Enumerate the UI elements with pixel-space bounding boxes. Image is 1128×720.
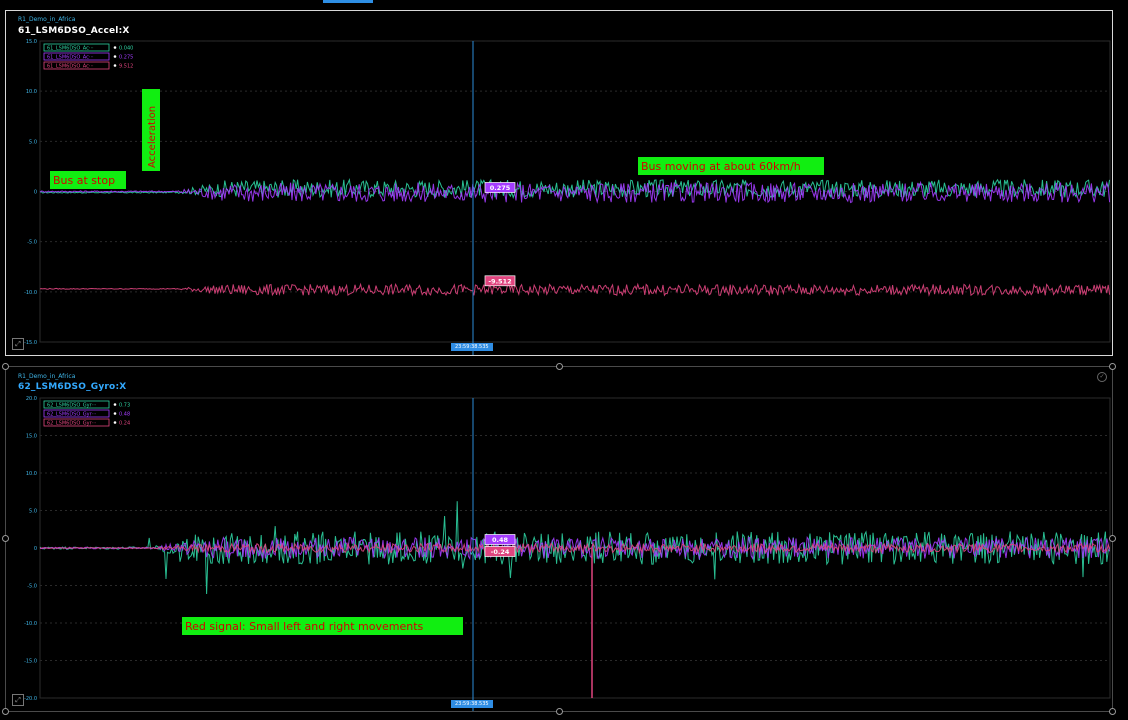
accel-panel-title: 61_LSM6DSO_Accel:X: [18, 26, 130, 36]
check-circle-icon[interactable]: ✓: [1097, 372, 1107, 382]
resize-handle[interactable]: [2, 363, 9, 370]
cursor-value-label: -9.512: [488, 277, 511, 285]
series-line: [39, 282, 1111, 297]
resize-handle[interactable]: [1109, 708, 1116, 715]
resize-handle[interactable]: [2, 535, 9, 542]
y-tick-label: 10.0: [26, 89, 37, 95]
legend-item-label: 62_LSM6DSO_Gyr···: [47, 403, 97, 409]
legend-item-label: 62_LSM6DSO_Gyr···: [47, 421, 97, 427]
series-line: [39, 180, 1111, 204]
y-tick-label: -10.0: [24, 621, 37, 627]
accel-chart[interactable]: 15.0 10.0 5.0 0 -5.0 -10.0 -15.0 61_LSM6DSO_Ac·…: [6, 11, 1112, 355]
series-line: [39, 177, 1111, 200]
y-tick-label: -5.0: [27, 584, 37, 590]
annotation-box: [182, 617, 463, 635]
legend-item-box: [43, 400, 110, 409]
legend-item-value: 0.48: [119, 412, 130, 418]
y-tick-label: 15.0: [26, 434, 37, 440]
y-tick-label: -5.0: [27, 240, 37, 246]
legend-dot: [113, 64, 117, 67]
y-tick-label: -15.0: [24, 659, 37, 665]
gyro-panel-title: 62_LSM6DSO_Gyro:X: [18, 382, 127, 392]
active-tab-indicator[interactable]: [323, 0, 373, 3]
cursor-value-tag: [484, 275, 516, 287]
y-tick-label: -15.0: [24, 340, 37, 346]
annotation-box: [50, 171, 126, 189]
resize-handle[interactable]: [556, 363, 563, 370]
cursor-value-label: -0.24: [491, 548, 510, 556]
legend-item-box: [43, 43, 110, 52]
legend-item-value: 0.040: [119, 46, 133, 52]
legend-dot: [113, 421, 117, 424]
expand-icon[interactable]: ⤢: [12, 694, 24, 706]
y-tick-label: 0: [34, 190, 37, 196]
legend-item-value: 0.73: [119, 403, 130, 409]
annotation-label: Acceleration: [147, 106, 158, 168]
y-tick-label: 20.0: [26, 396, 37, 402]
y-tick-label: -20.0: [24, 696, 37, 702]
legend-item-label: 62_LSM6DSO_Gyr···: [47, 412, 97, 418]
cursor-value-tag: [484, 182, 516, 193]
gyro-panel: R1_Demo_in_Africa 62_LSM6DSO_Gyro:X 20.0…: [5, 366, 1113, 712]
gyro-chart[interactable]: 20.0 15.0 10.0 5.0 0 -5.0 -10.0 -15.0 -20.0 62_LS…: [6, 367, 1112, 711]
y-tick-label: 0: [34, 546, 37, 552]
resize-handle[interactable]: [1109, 363, 1116, 370]
y-tick-label: 5.0: [29, 139, 37, 145]
legend-dot: [113, 412, 117, 415]
legend-dot: [113, 46, 117, 49]
annotation-box: [638, 157, 824, 175]
legend-item-label: 61_LSM6DSO_Ac···: [47, 55, 94, 61]
legend-item-value: 9.512: [119, 64, 133, 70]
resize-handle[interactable]: [2, 708, 9, 715]
legend-item-box: [43, 418, 110, 427]
legend-dot: [113, 403, 117, 406]
accel-time-tag: 23:59:38.535: [451, 343, 493, 351]
y-tick-label: 5.0: [29, 509, 37, 515]
cursor-value-label: 0.48: [492, 536, 509, 544]
gyro-time-tag: 23:59:38.535: [451, 700, 493, 708]
legend-item-label: 61_LSM6DSO_Ac···: [47, 64, 94, 70]
accel-panel-subtitle: R1_Demo_in_Africa: [18, 16, 76, 23]
legend-item-label: 61_LSM6DSO_Ac···: [47, 46, 94, 52]
y-tick-label: 10.0: [26, 471, 37, 477]
annotation-box: [142, 89, 160, 171]
resize-handle[interactable]: [556, 708, 563, 715]
y-tick-label: 15.0: [26, 39, 37, 45]
annotation-label: Bus at stop: [53, 174, 115, 187]
legend-item-value: 0.275: [119, 55, 133, 61]
cursor-value-label: 0.275: [490, 184, 511, 192]
legend-item-box: [43, 61, 110, 70]
series-line: [39, 536, 1111, 561]
resize-handle[interactable]: [1109, 535, 1116, 542]
legend-dot: [113, 55, 117, 58]
expand-icon[interactable]: ⤢: [12, 338, 24, 350]
legend-item-box: [43, 409, 110, 418]
annotation-label: Red signal: Small left and right movemen…: [185, 620, 424, 633]
series-line: [39, 541, 1111, 555]
accel-panel: R1_Demo_in_Africa 61_LSM6DSO_Accel:X 15.…: [5, 10, 1113, 356]
legend-item-value: 0.24: [119, 421, 130, 427]
cursor-value-tag: [484, 546, 516, 557]
y-tick-label: -10.0: [24, 290, 37, 296]
legend-item-box: [43, 52, 110, 61]
gyro-panel-subtitle: R1_Demo_in_Africa: [18, 373, 76, 380]
annotation-label: Bus moving at about 60km/h: [641, 160, 801, 173]
cursor-value-tag: [484, 534, 516, 545]
